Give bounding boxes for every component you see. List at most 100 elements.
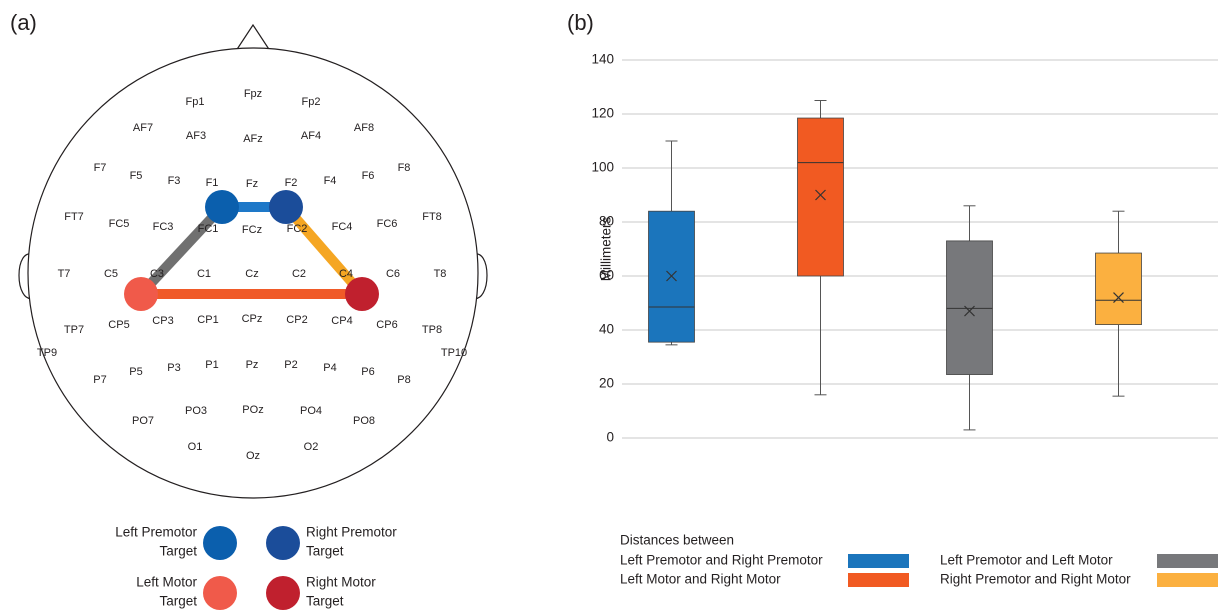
electrode-label: FC2 <box>287 223 308 235</box>
electrode-label: AF3 <box>186 130 206 142</box>
electrode-label: Oz <box>246 450 260 462</box>
y-tick-label: 120 <box>591 106 614 121</box>
electrode-label: P8 <box>397 374 410 386</box>
electrode-label: C4 <box>339 268 353 280</box>
electrode-label: P2 <box>284 359 297 371</box>
electrode-label: CP5 <box>108 319 129 331</box>
legend-swatch <box>1157 573 1218 587</box>
electrode-label: POz <box>242 404 263 416</box>
electrode-label: CP1 <box>197 314 218 326</box>
electrode-label: P6 <box>361 366 374 378</box>
box <box>946 240 993 375</box>
electrode-label: TP9 <box>37 347 57 359</box>
electrode-label: P5 <box>129 366 142 378</box>
electrode-label: AFz <box>243 133 263 145</box>
legend-label: Target <box>306 594 344 609</box>
electrode-label: F1 <box>206 177 219 189</box>
legend-label: Right Motor <box>306 575 376 590</box>
electrode-label: CP4 <box>331 315 352 327</box>
target <box>345 277 379 311</box>
box <box>1095 252 1142 326</box>
legend-label: Target <box>306 544 344 559</box>
electrode-label: T8 <box>434 268 447 280</box>
legend-swatch <box>1157 554 1218 568</box>
legend-marker <box>266 576 300 610</box>
target <box>124 277 158 311</box>
electrode-label: FC5 <box>109 218 130 230</box>
head-outline <box>27 47 479 499</box>
connection <box>282 203 366 298</box>
electrode-label: F8 <box>398 162 411 174</box>
legend-label: Right Premotor <box>306 525 397 540</box>
legend-label: Left Premotor <box>115 525 197 540</box>
electrode-label: PO8 <box>353 415 375 427</box>
y-tick-label: 60 <box>599 268 614 283</box>
electrode-label: FC6 <box>377 218 398 230</box>
electrode-label: F6 <box>362 170 375 182</box>
legend-label: Target <box>159 544 197 559</box>
head <box>18 23 488 499</box>
mean-marker <box>666 270 677 282</box>
target <box>205 190 239 224</box>
panel-label: (b) <box>567 10 594 35</box>
electrode-label: T7 <box>58 268 71 280</box>
mean-marker <box>1113 292 1124 304</box>
electrode-label: TP8 <box>422 324 442 336</box>
electrode-label: O2 <box>304 441 319 453</box>
electrode-label: AF7 <box>133 122 153 134</box>
electrode-label: Pz <box>246 359 259 371</box>
target <box>269 190 303 224</box>
electrode-label: FC3 <box>153 221 174 233</box>
electrode-label: F5 <box>130 170 143 182</box>
legend-swatch <box>848 573 909 587</box>
electrode-label: C2 <box>292 268 306 280</box>
electrode-label: C6 <box>386 268 400 280</box>
electrode-label: Fz <box>246 178 258 190</box>
y-tick-label: 100 <box>591 160 614 175</box>
connection <box>137 203 226 298</box>
electrode-label: TP10 <box>441 347 467 359</box>
y-tick-label: 140 <box>591 52 614 67</box>
electrode-label: F4 <box>324 175 337 187</box>
electrode-label: CP6 <box>376 319 397 331</box>
electrode-label: F3 <box>168 175 181 187</box>
electrode-label: P3 <box>167 362 180 374</box>
electrode-label: O1 <box>188 441 203 453</box>
electrode-label: C3 <box>150 268 164 280</box>
legend-marker <box>266 526 300 560</box>
electrode-label: CPz <box>242 313 263 325</box>
electrode-label: CP2 <box>286 314 307 326</box>
legend-label: Left Premotor and Right Premotor <box>620 553 823 568</box>
electrode-label: FT8 <box>422 211 442 223</box>
electrode-label: CP3 <box>152 315 173 327</box>
electrode-label: F2 <box>285 177 298 189</box>
electrode-label: Fp1 <box>186 96 205 108</box>
electrode-label: C5 <box>104 268 118 280</box>
y-tick-label: 40 <box>599 322 614 337</box>
legend-title: Distances between <box>620 533 734 548</box>
panel-label: (a) <box>10 10 37 35</box>
electrode-label: PO7 <box>132 415 154 427</box>
electrode-label: TP7 <box>64 324 84 336</box>
y-axis-label: Millimeters <box>599 217 614 282</box>
mean-marker <box>815 189 826 201</box>
legend-label: Left Motor <box>136 575 197 590</box>
y-tick-label: 20 <box>599 376 614 391</box>
electrode-label: Fpz <box>244 88 262 100</box>
electrode-label: PO4 <box>300 405 322 417</box>
legend-label: Target <box>159 594 197 609</box>
electrode-label: P7 <box>93 374 106 386</box>
legend-label: Left Premotor and Left Motor <box>940 553 1113 568</box>
electrode-label: Cz <box>245 268 258 280</box>
electrode-label: F7 <box>94 162 107 174</box>
electrode-label: AF4 <box>301 130 321 142</box>
legend-marker <box>203 576 237 610</box>
electrode-label: FC4 <box>332 221 353 233</box>
electrode-label: FT7 <box>64 211 84 223</box>
y-tick-label: 0 <box>606 430 614 445</box>
electrode-label: PO3 <box>185 405 207 417</box>
electrode-label: FCz <box>242 224 262 236</box>
electrode-label: P4 <box>323 362 336 374</box>
box <box>797 117 844 277</box>
